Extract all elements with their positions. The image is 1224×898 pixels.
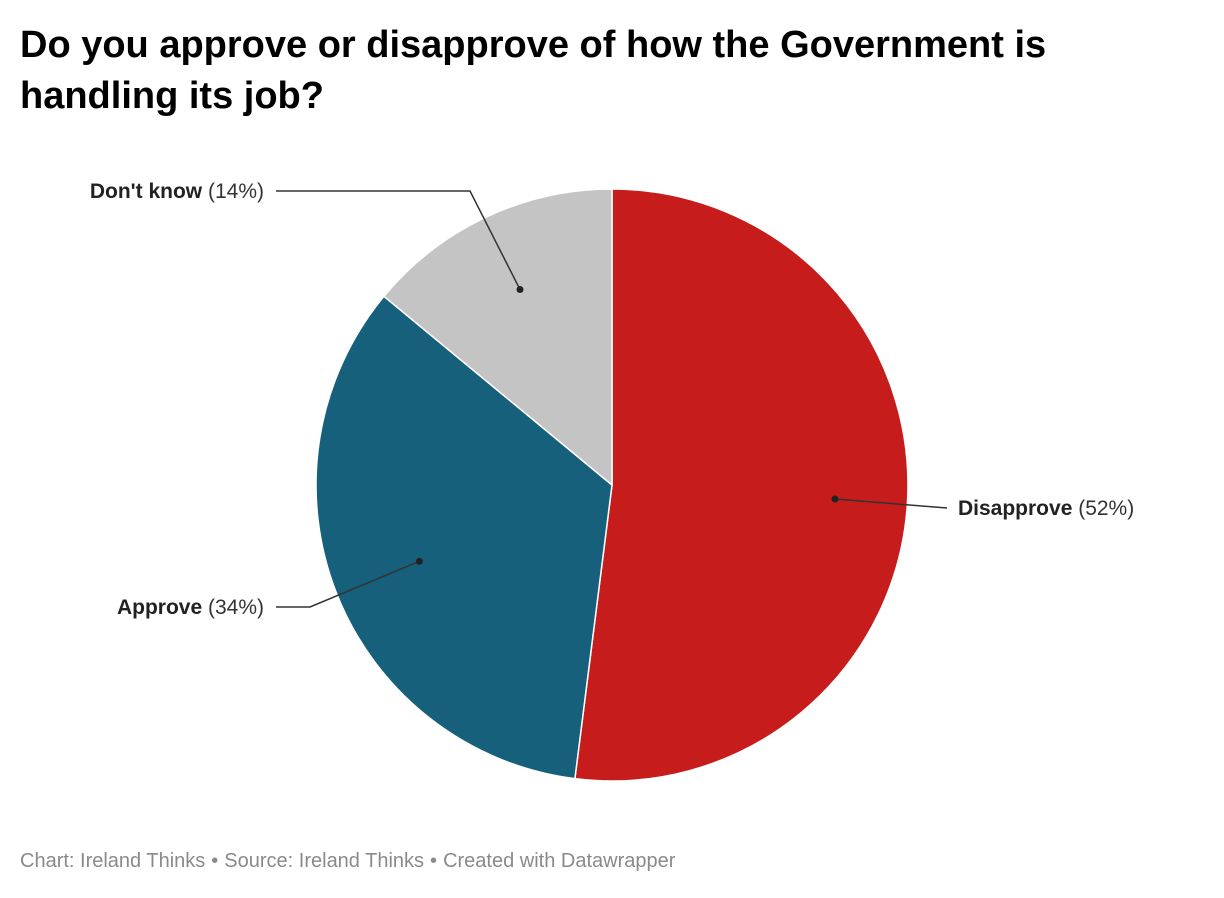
slice-label-name: Approve	[117, 596, 202, 619]
created-with-credit[interactable]: Created with Datawrapper	[443, 850, 676, 872]
pie-slice-disapprove	[574, 188, 909, 782]
pie-slice-approve	[315, 295, 613, 780]
leader-line-don-t-know	[276, 190, 521, 290]
footer-separator: •	[430, 850, 438, 872]
chart-title: Do you approve or disapprove of how the …	[20, 24, 1047, 117]
slice-label-disapprove: Disapprove (52%)	[958, 497, 1134, 520]
leader-dot-don-t-know	[516, 286, 524, 293]
pie-wedges	[315, 188, 909, 782]
slice-label-name: Disapprove	[958, 497, 1072, 520]
chart-credit[interactable]: Chart: Ireland Thinks	[20, 850, 206, 872]
leader-dot-approve	[415, 557, 423, 565]
slice-label-percent: (34%)	[202, 596, 264, 619]
pie-slice-don-t-know	[383, 188, 613, 486]
slice-label-percent: (14%)	[202, 180, 264, 203]
pie-labels: Disapprove (52%) Approve (34%) Don't know …	[90, 180, 1134, 619]
slice-label-don-t-know: Don't know (14%)	[90, 180, 264, 203]
leader-dot-disapprove	[831, 495, 839, 503]
footer-separator: •	[211, 850, 219, 872]
source-credit[interactable]: Source: Ireland Thinks	[224, 850, 425, 872]
chart-footer: Chart: Ireland Thinks • Source: Ireland Th…	[20, 850, 675, 873]
leader-line-approve	[276, 560, 420, 608]
slice-label-name: Don't know	[90, 180, 203, 203]
slice-label-percent: (52%)	[1072, 497, 1134, 520]
slice-label-approve: Approve (34%)	[117, 596, 264, 619]
leader-line-disapprove	[834, 498, 948, 509]
